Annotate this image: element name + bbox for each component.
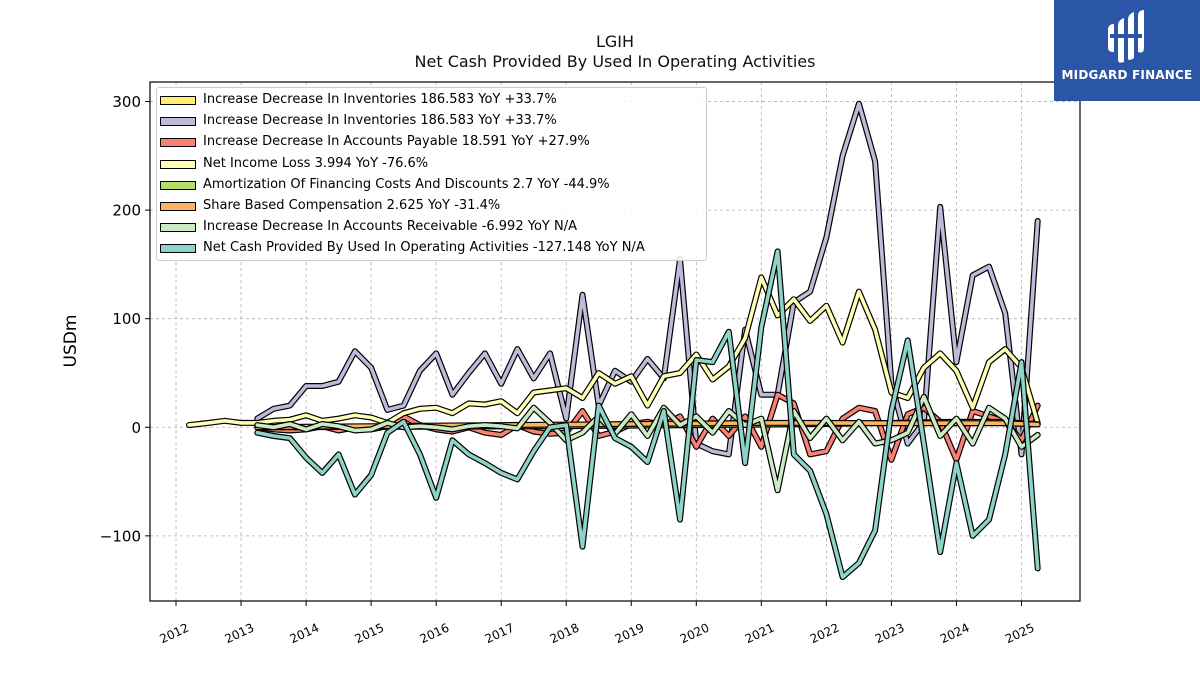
legend-swatch bbox=[160, 223, 196, 233]
x-tick-label: 2018 bbox=[548, 621, 582, 647]
legend-label: Increase Decrease In Accounts Payable 18… bbox=[203, 134, 590, 150]
legend-label: Increase Decrease In Inventories 186.583… bbox=[203, 113, 557, 129]
legend-label: Net Cash Provided By Used In Operating A… bbox=[203, 240, 645, 256]
legend-swatch bbox=[160, 201, 196, 211]
legend-swatch bbox=[160, 96, 196, 105]
y-tick-label: 100 bbox=[112, 310, 141, 328]
x-tick-label: 2020 bbox=[678, 621, 712, 647]
legend-swatch bbox=[160, 244, 196, 254]
brand-name: MIDGARD FINANCE bbox=[1061, 68, 1193, 82]
series-line-net-cash-provided-by-used-in-operating-activities bbox=[255, 249, 1040, 579]
y-tick-label: 300 bbox=[112, 93, 141, 111]
x-tick-label: 2013 bbox=[223, 621, 257, 647]
plot-frame bbox=[149, 81, 1081, 602]
brand-logo: MIDGARD FINANCE bbox=[1054, 0, 1200, 101]
x-tick-label: 2014 bbox=[288, 621, 322, 647]
legend-label: Amortization Of Financing Costs And Disc… bbox=[203, 176, 610, 192]
x-tick-label: 2021 bbox=[743, 621, 777, 647]
legend-item: Increase Decrease In Inventories 186.583… bbox=[157, 91, 706, 112]
legend-item: Increase Decrease In Inventories 186.583… bbox=[157, 112, 706, 133]
x-tick-label: 2017 bbox=[483, 621, 517, 647]
legend-item: Increase Decrease In Accounts Payable 18… bbox=[157, 133, 706, 154]
series-line-increase-decrease-in-accounts-receivable bbox=[255, 395, 1040, 493]
x-tick-label: 2015 bbox=[353, 621, 387, 647]
legend-swatch bbox=[160, 180, 196, 190]
x-tick-label: 2023 bbox=[873, 621, 907, 647]
legend: Increase Decrease In Inventories 186.583… bbox=[156, 87, 707, 261]
legend-item: Share Based Compensation 2.625 YoY -31.4… bbox=[157, 197, 706, 218]
legend-swatch bbox=[160, 138, 196, 148]
legend-swatch bbox=[160, 159, 196, 169]
x-tick-label: 2016 bbox=[418, 621, 452, 647]
legend-swatch bbox=[160, 117, 196, 127]
y-tick-label: 200 bbox=[112, 202, 141, 220]
legend-item: Net Income Loss 3.994 YoY -76.6% bbox=[157, 155, 706, 176]
x-tick-label: 2024 bbox=[938, 621, 972, 647]
series-lines bbox=[186, 100, 1041, 581]
chart-title: LGIH bbox=[595, 32, 635, 51]
y-tick-label: −100 bbox=[100, 527, 141, 545]
midgard-logo-icon bbox=[1108, 10, 1144, 63]
legend-item: Amortization Of Financing Costs And Disc… bbox=[157, 176, 706, 197]
x-tick-label: 2019 bbox=[613, 621, 647, 647]
legend-item: Increase Decrease In Accounts Receivable… bbox=[157, 218, 706, 239]
legend-item: Net Cash Provided By Used In Operating A… bbox=[157, 239, 706, 260]
legend-label: Share Based Compensation 2.625 YoY -31.4… bbox=[203, 197, 501, 213]
y-axis-label: USDm bbox=[61, 315, 81, 368]
x-tick-label: 2012 bbox=[158, 621, 192, 647]
legend-label: Net Income Loss 3.994 YoY -76.6% bbox=[203, 155, 429, 171]
y-tick-label: 0 bbox=[131, 419, 141, 437]
x-tick-label: 2022 bbox=[808, 621, 842, 647]
legend-label: Increase Decrease In Accounts Receivable… bbox=[203, 219, 577, 235]
legend-label: Increase Decrease In Inventories 186.583… bbox=[203, 92, 557, 107]
series-line-increase-decrease-in-inventories bbox=[255, 101, 1040, 457]
chart-subtitle: Net Cash Provided By Used In Operating A… bbox=[414, 52, 816, 71]
x-tick-label: 2025 bbox=[1003, 621, 1037, 647]
